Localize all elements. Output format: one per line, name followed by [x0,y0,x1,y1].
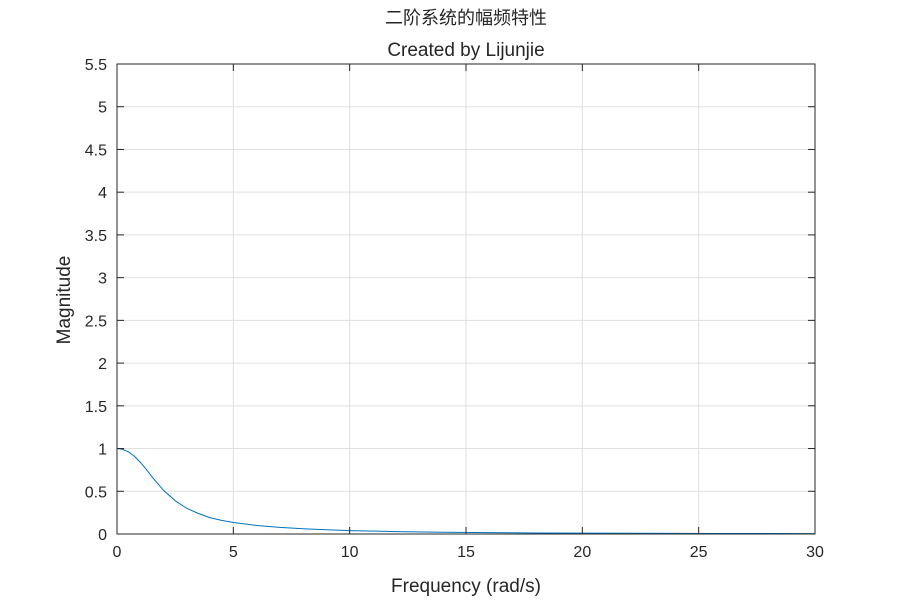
y-tick-label: 1.5 [85,399,107,416]
y-axis-label: Magnitude [54,256,75,345]
y-tick-label: 3 [98,271,107,288]
x-tick-label: 30 [806,544,824,561]
x-tick-label: 25 [690,544,708,561]
y-tick-label: 3.5 [85,228,107,245]
x-tick-label: 10 [341,544,359,561]
x-tick-label: 0 [113,544,122,561]
x-tick-label: 15 [457,544,475,561]
y-tick-label: 4.5 [85,142,107,159]
y-tick-label: 5.5 [85,57,107,74]
x-tick-label: 20 [573,544,591,561]
grid [117,64,815,534]
series-line [116,448,816,535]
ticks: 0 5 10 15 20 25 30 0 0.5 1 1.5 2 2.5 3 3.5 4 4.5 5 5.5 [85,57,824,561]
x-tick-label: 5 [229,544,238,561]
chart-title: 二阶系统的幅频特性 [385,8,547,28]
series-layer [116,448,816,535]
x-axis-label: Frequency (rad/s) [391,576,541,597]
y-tick-label: 1 [98,442,107,459]
chart-subtitle: Created by Lijunjie [387,40,544,61]
y-tick-label: 2 [98,356,107,373]
y-tick-label: 0.5 [85,484,107,501]
y-tick-label: 4 [98,185,107,202]
y-tick-label: 0 [98,527,107,544]
y-tick-label: 2.5 [85,313,107,330]
y-tick-label: 5 [98,100,107,117]
